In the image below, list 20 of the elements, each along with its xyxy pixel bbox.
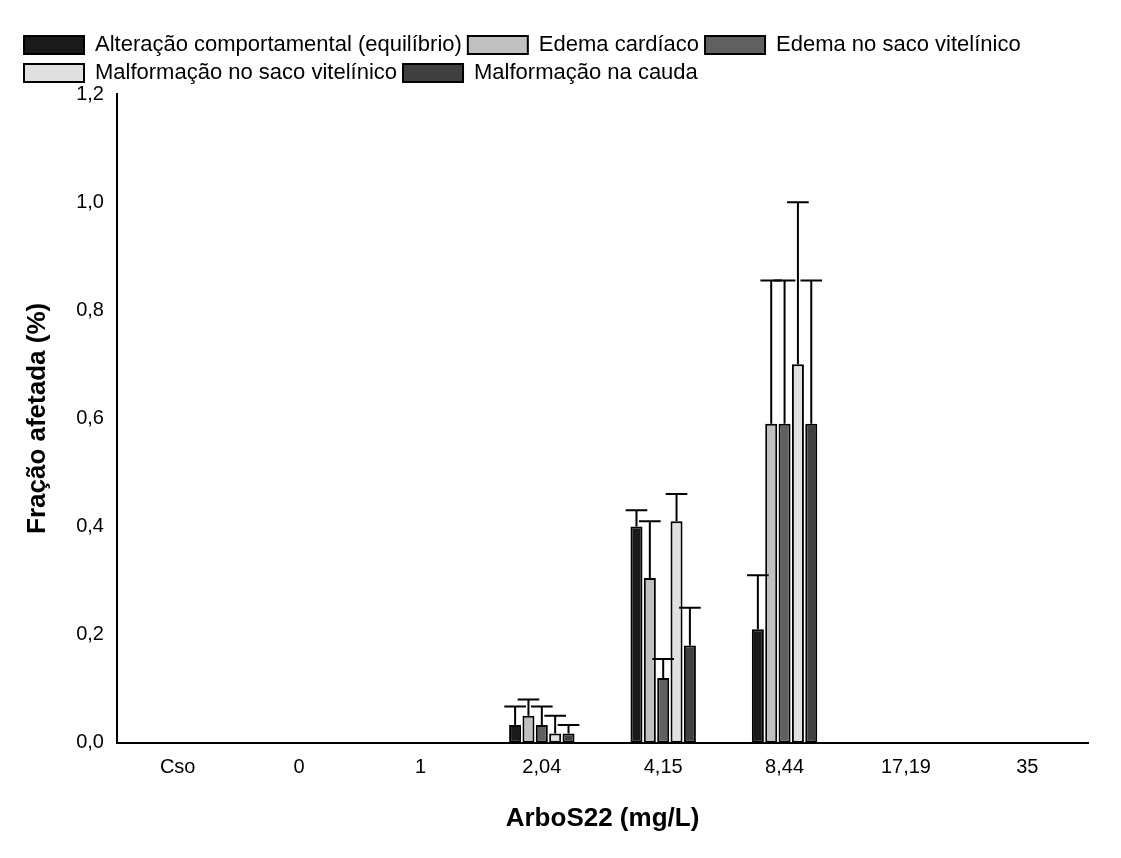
x-axis-title: ArboS22 (mg/L) bbox=[505, 801, 700, 832]
x-tick-label: 4,15 bbox=[643, 755, 683, 778]
x-tick-label: 35 bbox=[1016, 755, 1039, 778]
y-tick-label: 0,4 bbox=[76, 514, 104, 537]
y-tick-label: 0,6 bbox=[76, 405, 104, 428]
y-tick-label: 0,8 bbox=[76, 297, 104, 320]
legend-label: Edema cardíaco bbox=[538, 31, 700, 57]
y-axis-title: Fração afetada (%) bbox=[20, 302, 51, 534]
x-tick-label: 0 bbox=[293, 755, 305, 778]
legend-label: Edema no saco vitelínico bbox=[776, 31, 1021, 57]
y-tick-label: 0,0 bbox=[76, 730, 104, 753]
y-tick-label: 0,2 bbox=[76, 622, 104, 645]
x-tick-label: 17,19 bbox=[880, 755, 931, 778]
legend-label: Alteração comportamental (equilíbrio) bbox=[95, 31, 462, 57]
x-tick-label: 1 bbox=[414, 755, 426, 778]
legend-label: Malformação na cauda bbox=[474, 59, 699, 85]
x-tick-label: Cso bbox=[159, 755, 196, 778]
x-tick-label: 8,44 bbox=[765, 755, 805, 778]
x-tick-label: 2,04 bbox=[522, 755, 562, 778]
y-tick-label: 1,0 bbox=[76, 189, 104, 212]
